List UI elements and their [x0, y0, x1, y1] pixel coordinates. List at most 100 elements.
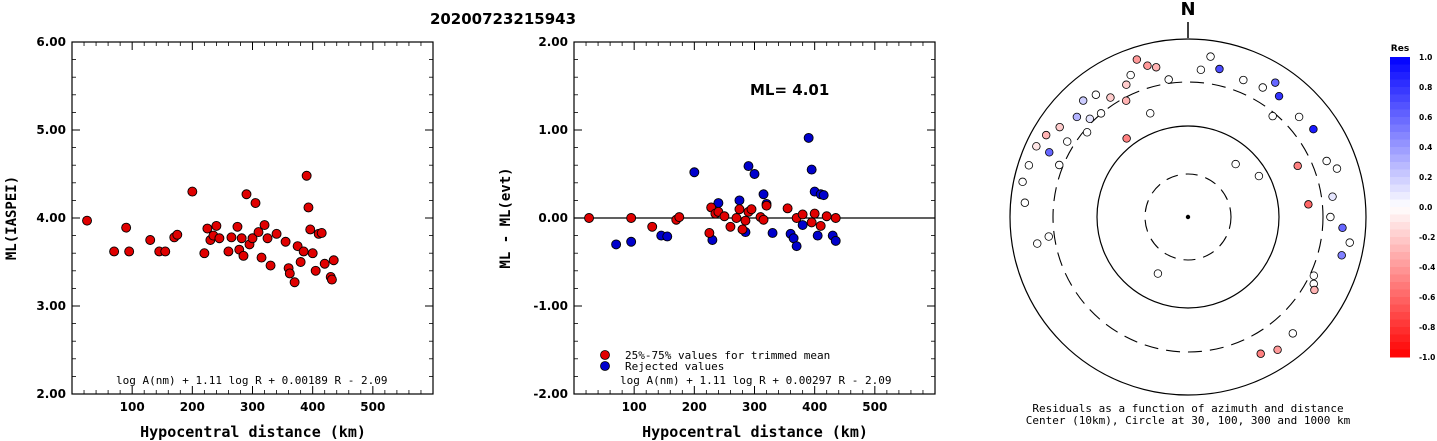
- colorbar-swatch: [1390, 169, 1410, 178]
- station-point: [1033, 239, 1042, 248]
- station-point: [1122, 80, 1131, 89]
- colorbar-tick-label: 0.8: [1419, 83, 1432, 92]
- station-point: [1164, 75, 1173, 84]
- station-point: [1122, 134, 1131, 143]
- trimmed-point: [737, 224, 748, 235]
- trimmed-point: [809, 208, 820, 219]
- colorbar-swatch: [1390, 282, 1410, 290]
- ml-annotation: ML= 4.01: [750, 81, 829, 99]
- station-point: [1293, 161, 1302, 171]
- ml-point: [316, 228, 327, 238]
- caption-line-1: Residuals as a function of azimuth and d…: [1032, 402, 1343, 415]
- trimmed-point: [626, 213, 637, 223]
- ml-point: [187, 186, 198, 197]
- colorbar-title: Res: [1391, 44, 1409, 54]
- station-point: [1146, 109, 1155, 118]
- trimmed-point: [674, 212, 685, 223]
- ml-point: [271, 228, 282, 239]
- y-tick-label: 6.00: [36, 35, 66, 49]
- ml-point: [262, 233, 273, 244]
- ml-point: [82, 215, 92, 226]
- station-point: [1258, 83, 1267, 92]
- station-point: [1091, 90, 1101, 99]
- colorbar-swatch: [1390, 237, 1410, 245]
- x-tick-label: 200: [682, 400, 707, 414]
- circle-30km: [1144, 173, 1232, 261]
- trimmed-point: [758, 214, 769, 225]
- station-point: [1044, 232, 1053, 241]
- y-tick-label: 5.00: [36, 123, 66, 137]
- ml-point: [305, 224, 316, 235]
- rejected-point: [812, 230, 823, 241]
- station-point: [1271, 78, 1280, 87]
- rejected-point: [662, 231, 673, 242]
- station-point: [1268, 111, 1277, 121]
- rejected-point: [626, 236, 637, 247]
- x-tick-label: 300: [240, 400, 265, 414]
- station-point: [1254, 171, 1264, 181]
- north-label: N: [1180, 0, 1195, 20]
- ml-point: [298, 246, 309, 257]
- station-point: [1072, 112, 1082, 122]
- station-point: [1196, 65, 1206, 75]
- plot-frame: [71, 41, 434, 395]
- station-point: [1082, 128, 1092, 137]
- colorbar-swatch: [1390, 297, 1410, 305]
- ml-point: [241, 189, 252, 200]
- rejected-point: [758, 189, 769, 200]
- ml-point: [301, 170, 312, 181]
- trimmed-point: [731, 213, 742, 223]
- trimmed-point: [782, 203, 793, 214]
- caption-line-2: Center (10km), Circle at 30, 100, 300 an…: [1026, 414, 1351, 427]
- ml-point: [310, 265, 321, 276]
- colorbar-tick-label: -0.8: [1419, 323, 1435, 332]
- legend-label-trimmed: 25%-75% values for trimmed mean: [625, 349, 830, 362]
- station-point: [1256, 349, 1265, 358]
- trimmed-point: [647, 221, 658, 232]
- x-tick-label: 300: [742, 400, 767, 414]
- station-point: [1231, 159, 1240, 169]
- colorbar-swatch: [1390, 94, 1410, 103]
- colorbar-swatch: [1390, 259, 1410, 268]
- colorbar-swatch: [1390, 229, 1410, 238]
- rejected-point: [689, 167, 700, 178]
- y-tick-label: 2.00: [538, 35, 568, 49]
- colorbar-tick-label: 0.6: [1419, 113, 1432, 122]
- trimmed-point: [761, 200, 772, 211]
- station-point: [1096, 109, 1106, 118]
- y-tick-label: 0.00: [538, 211, 568, 225]
- x-tick-label: 100: [622, 400, 647, 414]
- y-tick-label: 4.00: [36, 211, 66, 225]
- x-axis-label: Hypocentral distance (km): [140, 423, 366, 441]
- station-point: [1106, 93, 1115, 102]
- trimmed-point: [584, 213, 594, 223]
- trimmed-point: [725, 221, 736, 232]
- ml-point: [253, 227, 264, 238]
- rejected-point: [806, 164, 817, 175]
- circle-300km: [1052, 81, 1324, 353]
- station-point: [1273, 345, 1282, 355]
- colorbar-swatch: [1390, 199, 1410, 208]
- colorbar-swatch: [1390, 79, 1410, 88]
- ml-point: [265, 260, 276, 271]
- station-point: [1309, 124, 1318, 134]
- colorbar-swatch: [1390, 184, 1410, 193]
- trimmed-point: [806, 217, 817, 228]
- residual-colorbar: 1.0 0.8 0.6 0.4 0.2 0.0 -0.2 -0.4 -0.6 -0.8 -1.0: [1390, 53, 1435, 362]
- circle-1000km: [1009, 38, 1367, 396]
- ml-point: [319, 258, 330, 269]
- station-point: [1328, 192, 1337, 201]
- colorbar-tick-label: 0.4: [1419, 143, 1432, 152]
- ml-point: [232, 221, 243, 232]
- x-tick-label: 400: [802, 400, 827, 414]
- ml-point: [145, 235, 156, 245]
- colorbar-tick-label: 0.2: [1419, 173, 1432, 182]
- colorbar-swatch: [1390, 304, 1410, 313]
- y-axis-label: ML(IASPEI): [4, 176, 20, 260]
- colorbar-swatch: [1390, 222, 1410, 230]
- colorbar-tick-label: 1.0: [1419, 53, 1432, 62]
- station-point: [1322, 156, 1331, 166]
- center-point: [1185, 214, 1191, 220]
- station-point: [1310, 285, 1319, 295]
- ml-point: [202, 223, 213, 234]
